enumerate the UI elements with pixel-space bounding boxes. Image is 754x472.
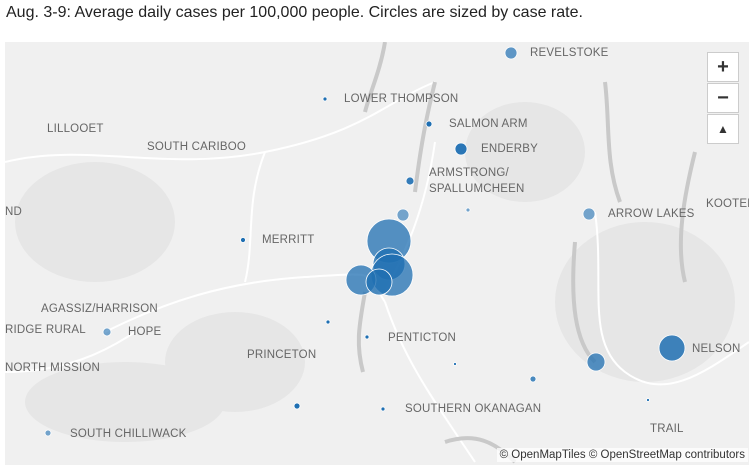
- place-label: NELSON: [692, 343, 741, 355]
- circle: [425, 120, 433, 128]
- circle: [453, 362, 457, 366]
- place-label: PENTICTON: [388, 332, 456, 344]
- circle: [240, 237, 246, 243]
- caption: Aug. 3-9: Average daily cases per 100,00…: [6, 4, 583, 21]
- circle: [465, 207, 471, 213]
- place-label: ND: [5, 206, 22, 218]
- place-label: PRINCETON: [247, 349, 316, 361]
- lakes: [356, 42, 697, 464]
- place-label: AGASSIZ/HARRISON: [41, 303, 158, 315]
- place-label: ARMSTRONG/: [429, 167, 510, 179]
- place-label: NORTH MISSION: [5, 362, 100, 374]
- circle: [365, 268, 393, 296]
- circle: [529, 375, 537, 383]
- circle: [454, 142, 468, 156]
- place-label: REVELSTOKE: [530, 47, 609, 59]
- place-label: ARROW LAKES: [608, 208, 695, 220]
- place-label: SOUTH CHILLIWACK: [70, 428, 187, 440]
- place-label: ENDERBY: [481, 143, 538, 155]
- circle: [380, 406, 386, 412]
- circle: [396, 208, 410, 222]
- attribution: © OpenMapTiles © OpenStreetMap contribut…: [496, 448, 748, 462]
- zoom-out-button[interactable]: −: [707, 83, 739, 113]
- circle: [293, 402, 301, 410]
- circle: [44, 429, 52, 437]
- place-label: RIDGE RURAL: [5, 324, 86, 336]
- case-circles: [44, 46, 686, 437]
- place-label: SPALLUMCHEEN: [429, 183, 525, 195]
- circle: [322, 96, 328, 102]
- circle: [102, 327, 112, 337]
- place-label: MERRITT: [262, 234, 315, 246]
- place-label: SOUTH CARIBOO: [147, 141, 246, 153]
- terrain: [15, 102, 735, 442]
- circle: [582, 207, 596, 221]
- circle: [586, 352, 606, 372]
- circle: [504, 46, 518, 60]
- circle: [405, 176, 415, 186]
- map: REVELSTOKE LOWER THOMPSON LILLOOET SALMON A…: [5, 42, 749, 465]
- place-label: LILLOOET: [47, 123, 104, 135]
- zoom-in-button[interactable]: +: [707, 52, 739, 82]
- place-label: HOPE: [128, 326, 162, 338]
- reset-bearing-button[interactable]: ▲: [707, 114, 739, 144]
- circle: [364, 334, 370, 340]
- place-label: TRAIL: [650, 423, 684, 435]
- circle: [646, 398, 650, 402]
- place-label: SALMON ARM: [449, 118, 528, 130]
- place-label: SOUTHERN OKANAGAN: [405, 403, 541, 415]
- circle: [658, 334, 686, 362]
- circle: [325, 319, 331, 325]
- place-label: LOWER THOMPSON: [344, 93, 458, 105]
